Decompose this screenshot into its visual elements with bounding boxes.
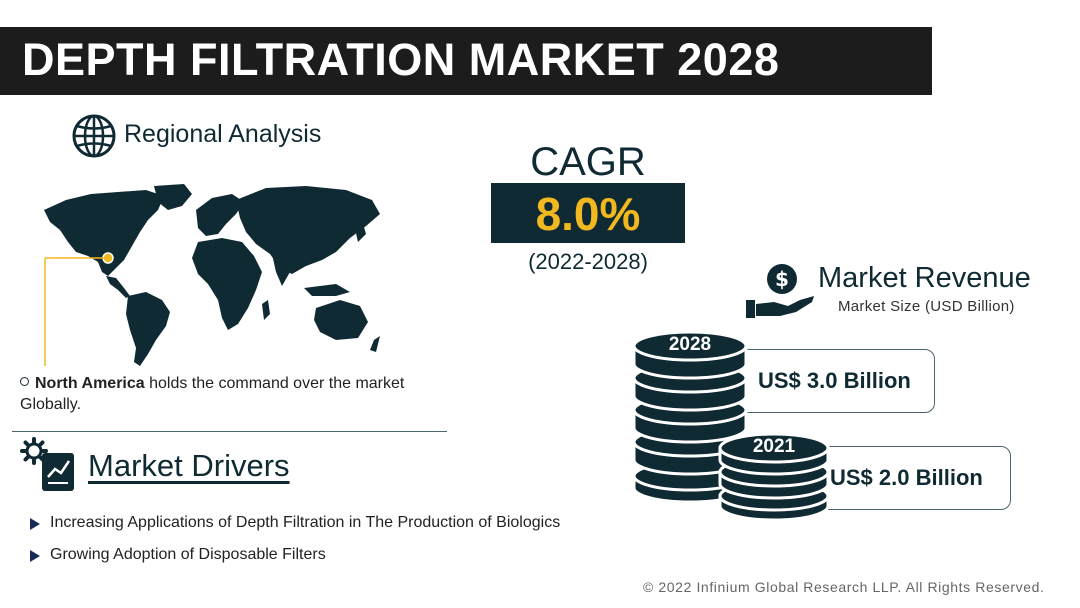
regional-note-text: holds the command over the market Global…	[20, 375, 405, 413]
dollar-hand-icon: $	[746, 264, 814, 318]
revenue-value-2021: US$ 2.0 Billion	[830, 465, 983, 490]
regional-note: North America holds the command over the…	[20, 373, 440, 415]
title-bar	[0, 27, 932, 95]
gear-document-icon	[20, 437, 74, 491]
coin-stack-icon	[632, 330, 830, 522]
circle-bullet-icon	[20, 377, 29, 387]
market-revenue-subheading: Market Size (USD Billion)	[838, 298, 1015, 315]
cagr-box	[491, 183, 685, 243]
cagr-label: CAGR	[530, 140, 646, 184]
copyright-text: © 2022 Infinium Global Research LLP. All…	[643, 579, 1045, 595]
world-map	[44, 184, 380, 366]
triangle-bullet-icon	[30, 550, 40, 562]
section-divider	[12, 431, 447, 432]
market-drivers-heading: Market Drivers	[88, 448, 290, 483]
revenue-year-2021: 2021	[752, 436, 796, 457]
triangle-bullet-icon	[30, 518, 40, 530]
cagr-period: (2022-2028)	[528, 249, 648, 274]
driver-list: Increasing Applications of Depth Filtrat…	[30, 513, 570, 577]
driver-text: Growing Adoption of Disposable Filters	[50, 546, 326, 563]
svg-text:$: $	[775, 267, 789, 291]
cagr-value: 8.0%	[535, 188, 641, 240]
regional-analysis-heading: Regional Analysis	[124, 120, 322, 148]
globe-icon	[72, 114, 116, 158]
list-item: Growing Adoption of Disposable Filters	[30, 545, 570, 565]
revenue-value-2028: US$ 3.0 Billion	[758, 368, 911, 393]
region-name: North America	[35, 375, 145, 392]
list-item: Increasing Applications of Depth Filtrat…	[30, 513, 570, 533]
revenue-year-2028: 2028	[668, 334, 712, 355]
driver-text: Increasing Applications of Depth Filtrat…	[50, 514, 561, 531]
market-revenue-heading: Market Revenue	[818, 262, 1031, 294]
page-title: DEPTH FILTRATION MARKET 2028	[22, 34, 780, 85]
